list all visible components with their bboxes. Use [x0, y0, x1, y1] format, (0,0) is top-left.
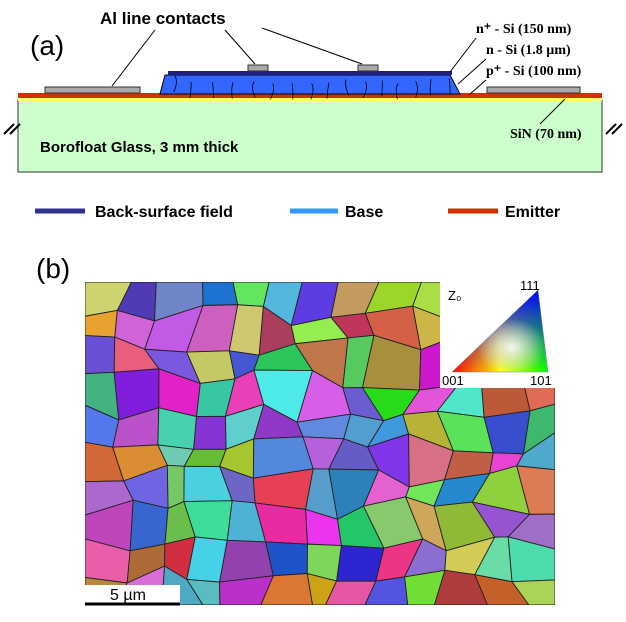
layer-label: p⁺ - Si (100 nm) — [486, 64, 582, 79]
contacts-label: Al line contacts — [100, 9, 226, 28]
legend-label: Back-surface field — [95, 204, 233, 221]
grain — [233, 282, 269, 306]
al-contact — [45, 87, 140, 93]
leader — [112, 30, 155, 86]
al-contact — [487, 87, 580, 93]
al-contact — [248, 65, 268, 71]
leader — [458, 59, 486, 84]
legend-label: Base — [345, 204, 383, 221]
ipf-axis-label: Z₀ — [448, 288, 461, 303]
legend-label: Emitter — [505, 204, 560, 221]
al-contact — [358, 65, 378, 71]
panel-label: (b) — [36, 253, 70, 284]
base-layer — [160, 75, 460, 94]
ipf-corner: 001 — [442, 373, 464, 388]
layer-label: n - Si (1.8 µm) — [486, 43, 571, 58]
bsf-layer — [168, 71, 452, 75]
page: (a) Al line contacts n⁺ - Si (150 nm) n … — [0, 0, 626, 622]
grain — [220, 540, 274, 582]
sin-label: SiN (70 nm) — [510, 127, 582, 142]
leader — [225, 30, 255, 64]
figure: (a) Al line contacts n⁺ - Si (150 nm) n … — [0, 0, 626, 617]
grain — [167, 465, 184, 508]
grain — [130, 500, 168, 551]
grain — [266, 542, 308, 576]
grain — [194, 416, 227, 449]
grain — [85, 336, 115, 374]
ipf-corner: 111 — [520, 278, 540, 293]
scale-label: 5 µm — [110, 587, 146, 604]
panel-label: (a) — [30, 30, 64, 61]
leader — [262, 28, 362, 64]
leader — [450, 38, 476, 72]
layer-label: n⁺ - Si (150 nm) — [476, 22, 572, 37]
sin-layer — [18, 98, 602, 101]
glass-label: Borofloat Glass, 3 mm thick — [40, 139, 239, 156]
grain — [203, 282, 238, 306]
ipf-corner: 101 — [530, 373, 552, 388]
leader — [470, 80, 486, 94]
